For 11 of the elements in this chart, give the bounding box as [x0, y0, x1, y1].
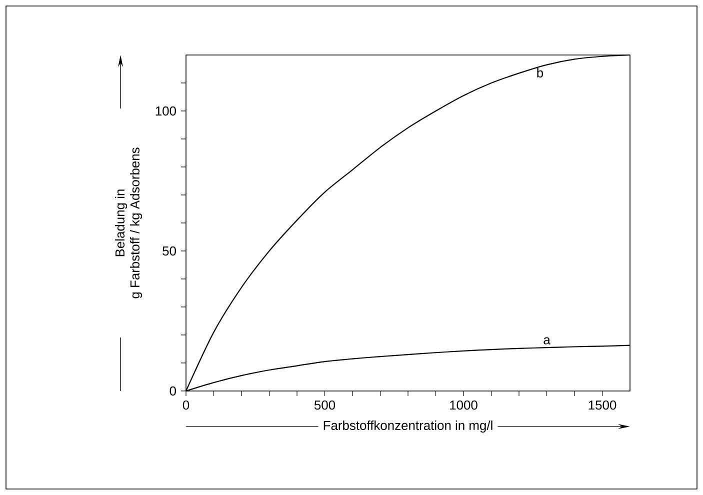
series-label: a	[544, 337, 550, 344]
y-axis-title: Beladung in g Farbstoff / kg Adsorbens	[115, 148, 142, 298]
x-tick-label: 1000	[450, 400, 478, 410]
x-tick-label: 1500	[588, 400, 616, 410]
x-tick-label: 0	[182, 400, 190, 410]
y-tick-label: 100	[156, 106, 176, 116]
series-label: b	[537, 68, 544, 78]
y-tick-label: 0	[170, 386, 176, 396]
x-tick-label: 500	[314, 400, 336, 410]
y-tick-label: 50	[162, 246, 176, 256]
x-axis-title: Farbstoffkonzentration in mg/l	[324, 420, 492, 433]
